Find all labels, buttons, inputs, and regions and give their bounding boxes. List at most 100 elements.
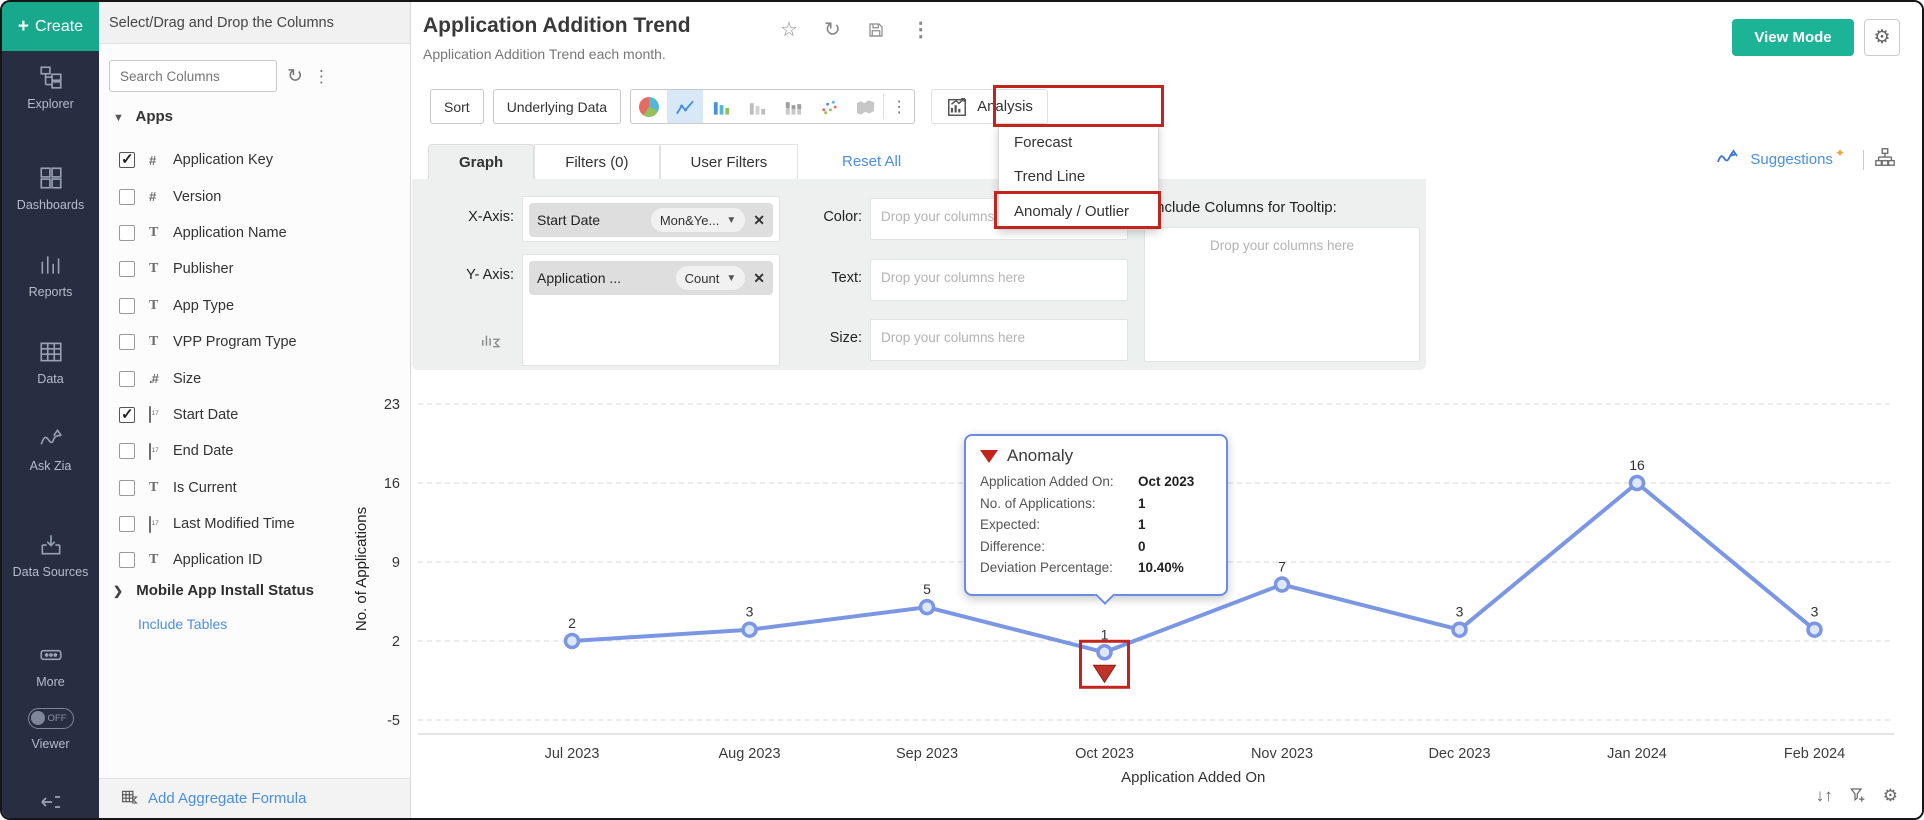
tab-filters[interactable]: Filters (0)	[534, 144, 660, 179]
x-axis-well[interactable]: Start Date Mon&Ye... ▼ ✕	[522, 196, 780, 242]
search-columns-input[interactable]	[118, 67, 299, 85]
column-item-size[interactable]: .# Size	[99, 360, 410, 396]
chart-settings-gear-icon[interactable]: ⚙	[1882, 785, 1898, 805]
column-item-last-modified-time[interactable]: Last Modified Time	[99, 506, 410, 542]
sidebar-item-ask-zia[interactable]: Ask Zia	[2, 426, 99, 475]
column-item-start-date[interactable]: Start Date	[99, 397, 410, 433]
reset-all-link[interactable]: Reset All	[842, 153, 902, 170]
column-item-app-type[interactable]: T App Type	[99, 288, 410, 324]
sidebar-item-dashboards[interactable]: Dashboards	[2, 165, 99, 214]
search-columns-box	[109, 60, 299, 92]
column-item-publisher[interactable]: T Publisher	[99, 251, 410, 287]
data-point[interactable]	[918, 598, 936, 616]
text-type-icon: T	[149, 224, 159, 240]
column-checkbox[interactable]	[119, 443, 135, 460]
create-button[interactable]: + Create	[2, 2, 99, 51]
column-checkbox[interactable]	[119, 224, 135, 241]
column-item-application-key[interactable]: # Application Key	[99, 142, 410, 178]
settings-gear-button[interactable]: ⚙	[1864, 19, 1900, 56]
svg-text:Dec 2023: Dec 2023	[1428, 746, 1490, 762]
bar-chart-icon[interactable]	[703, 90, 739, 123]
column-checkbox[interactable]	[119, 334, 135, 351]
sort-order-icon[interactable]: ↓↑	[1815, 785, 1833, 805]
column-checkbox[interactable]	[119, 297, 135, 314]
analysis-button[interactable]: Analysis	[931, 89, 1048, 124]
suggestions-link[interactable]: Suggestions	[1750, 151, 1833, 168]
column-item-version[interactable]: # Version	[99, 178, 410, 214]
viewer-toggle[interactable]: OFF	[27, 708, 74, 729]
menu-item-anomaly-outlier[interactable]: Anomaly / Outlier	[1014, 202, 1130, 220]
scatter-chart-icon[interactable]	[811, 90, 847, 123]
map-chart-icon[interactable]	[847, 90, 883, 123]
related-views-icon[interactable]	[1874, 146, 1896, 173]
remove-x-field-icon[interactable]: ✕	[753, 211, 765, 228]
x-axis-field-pill[interactable]: Start Date Mon&Ye... ▼ ✕	[529, 203, 773, 237]
stacked-bar-chart-icon[interactable]	[775, 90, 811, 123]
sidebar-item-reports[interactable]: Reports	[2, 252, 99, 301]
favorite-star-icon[interactable]: ☆	[780, 19, 798, 41]
column-item-end-date[interactable]: End Date	[99, 433, 410, 469]
y-axis-well[interactable]: Application ... Count ▼ ✕	[522, 254, 780, 366]
add-aggregate-formula-label: Add Aggregate Formula	[148, 790, 307, 807]
size-well[interactable]: Drop your columns here	[870, 319, 1128, 361]
column-item-vpp-program-type[interactable]: T VPP Program Type	[99, 324, 410, 360]
report-description: Application Addition Trend each month.	[423, 46, 666, 62]
apps-group-header[interactable]: ▼ Apps	[113, 108, 173, 125]
data-point[interactable]	[1628, 474, 1646, 492]
data-point[interactable]	[1273, 576, 1291, 593]
sidebar-item-explorer[interactable]: Explorer	[2, 64, 99, 113]
chevron-down-icon: ▼	[113, 112, 124, 124]
column-checkbox[interactable]	[119, 188, 135, 205]
more-chart-types-icon[interactable]: ⋮	[891, 98, 908, 116]
column-checkbox[interactable]	[119, 516, 135, 533]
column-item-application-name[interactable]: T Application Name	[99, 215, 410, 251]
sort-button[interactable]: Sort	[430, 89, 484, 124]
refresh-report-icon[interactable]: ↻	[823, 19, 841, 41]
data-point[interactable]	[1096, 644, 1113, 661]
tab-user-filters[interactable]: User Filters	[659, 144, 799, 179]
number-type-icon: #	[149, 152, 156, 168]
column-item-application-id[interactable]: T Application ID	[99, 542, 410, 578]
x-axis-aggregation-dropdown[interactable]: Mon&Ye... ▼	[650, 208, 746, 232]
data-point[interactable]	[1451, 621, 1468, 638]
column-item-is-current[interactable]: T Is Current	[99, 470, 410, 506]
column-checkbox[interactable]	[119, 552, 135, 569]
tab-graph[interactable]: Graph	[428, 144, 535, 179]
menu-item-forecast[interactable]: Forecast	[1014, 133, 1073, 151]
add-filter-icon[interactable]	[1849, 786, 1867, 804]
x-axis-label: X-Axis:	[468, 209, 514, 225]
add-aggregate-formula-button[interactable]: Add Aggregate Formula	[99, 778, 410, 818]
view-mode-button[interactable]: View Mode	[1732, 19, 1854, 56]
remove-y-field-icon[interactable]: ✕	[753, 269, 765, 286]
sidebar-item-more[interactable]: More	[2, 642, 99, 691]
bar-chart-gray-icon[interactable]	[739, 90, 775, 123]
collapse-sidebar-icon[interactable]	[2, 790, 99, 818]
swap-axis-icon[interactable]	[480, 331, 502, 358]
column-checkbox[interactable]	[119, 261, 135, 278]
pie-chart-icon[interactable]	[631, 90, 667, 123]
y-axis-field-pill[interactable]: Application ... Count ▼ ✕	[529, 261, 773, 295]
column-checkbox[interactable]	[119, 479, 135, 496]
sidebar-item-data-sources[interactable]: Data Sources	[2, 532, 99, 581]
save-icon[interactable]	[867, 21, 885, 39]
svg-text:-5: -5	[387, 713, 400, 729]
column-checkbox[interactable]	[119, 150, 135, 169]
refresh-columns-icon[interactable]: ↻	[287, 65, 303, 87]
column-checkbox[interactable]	[119, 405, 135, 423]
line-chart-icon[interactable]	[667, 90, 704, 123]
y-axis-aggregation-dropdown[interactable]: Count ▼	[675, 266, 746, 290]
mobile-app-install-status-group[interactable]: ❯ Mobile App Install Status	[113, 582, 314, 599]
menu-item-trend-line[interactable]: Trend Line	[1014, 168, 1086, 186]
column-checkbox[interactable]	[119, 370, 135, 387]
text-well[interactable]: Drop your columns here	[870, 259, 1128, 301]
include-tables-link[interactable]: Include Tables	[138, 616, 228, 632]
underlying-data-button[interactable]: Underlying Data	[492, 89, 622, 124]
columns-more-icon[interactable]: ⋮	[312, 66, 330, 86]
report-more-icon[interactable]: ⋮	[910, 19, 931, 41]
tooltip-columns-well[interactable]: Drop your columns here	[1144, 227, 1420, 362]
data-point[interactable]	[563, 632, 581, 650]
data-point[interactable]	[1806, 621, 1823, 638]
data-point[interactable]	[741, 621, 758, 638]
sidebar-item-data[interactable]: Data	[2, 339, 99, 388]
